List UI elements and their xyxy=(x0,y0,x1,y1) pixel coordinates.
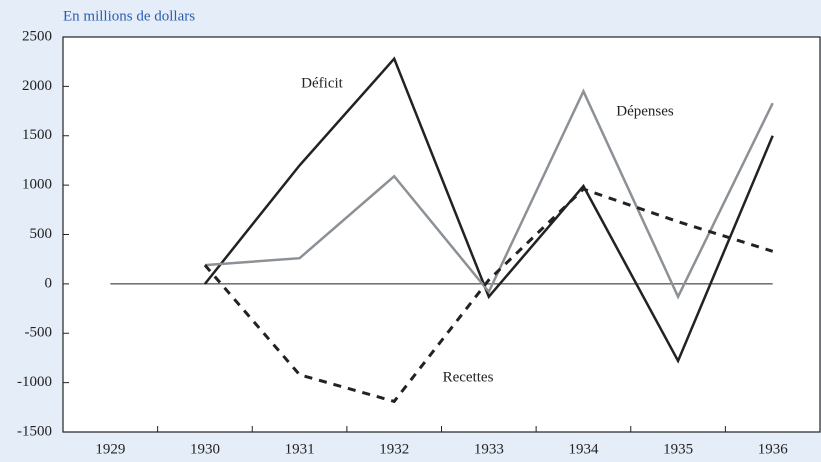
series-label: Recettes xyxy=(443,369,494,385)
series-line xyxy=(203,56,774,364)
series-line xyxy=(203,187,774,404)
x-tick-label: 1930 xyxy=(190,441,220,457)
y-tick-label: 1500 xyxy=(22,127,52,143)
y-tick-label: 2500 xyxy=(22,28,52,44)
chart-subtitle: En millions de dollars xyxy=(63,8,195,24)
x-tick-label: 1931 xyxy=(285,441,315,457)
y-tick-label: 500 xyxy=(30,226,53,242)
x-tick-label: 1936 xyxy=(758,441,789,457)
series-label: Dépenses xyxy=(616,103,674,119)
y-tick-label: 0 xyxy=(45,275,53,291)
x-tick-label: 1932 xyxy=(379,441,409,457)
series-label: Déficit xyxy=(301,75,343,91)
y-tick-label: 1000 xyxy=(22,177,52,193)
y-tick-label: -500 xyxy=(25,325,53,341)
y-tick-label: 2000 xyxy=(22,78,52,94)
x-tick-label: 1929 xyxy=(95,441,125,457)
x-tick-label: 1934 xyxy=(568,441,599,457)
plot-frame xyxy=(62,36,821,433)
x-tick-label: 1935 xyxy=(663,441,693,457)
y-tick-label: -1000 xyxy=(17,374,52,390)
y-tick-label: -1500 xyxy=(17,423,52,439)
series-line xyxy=(204,88,774,300)
x-tick-label: 1933 xyxy=(474,441,504,457)
